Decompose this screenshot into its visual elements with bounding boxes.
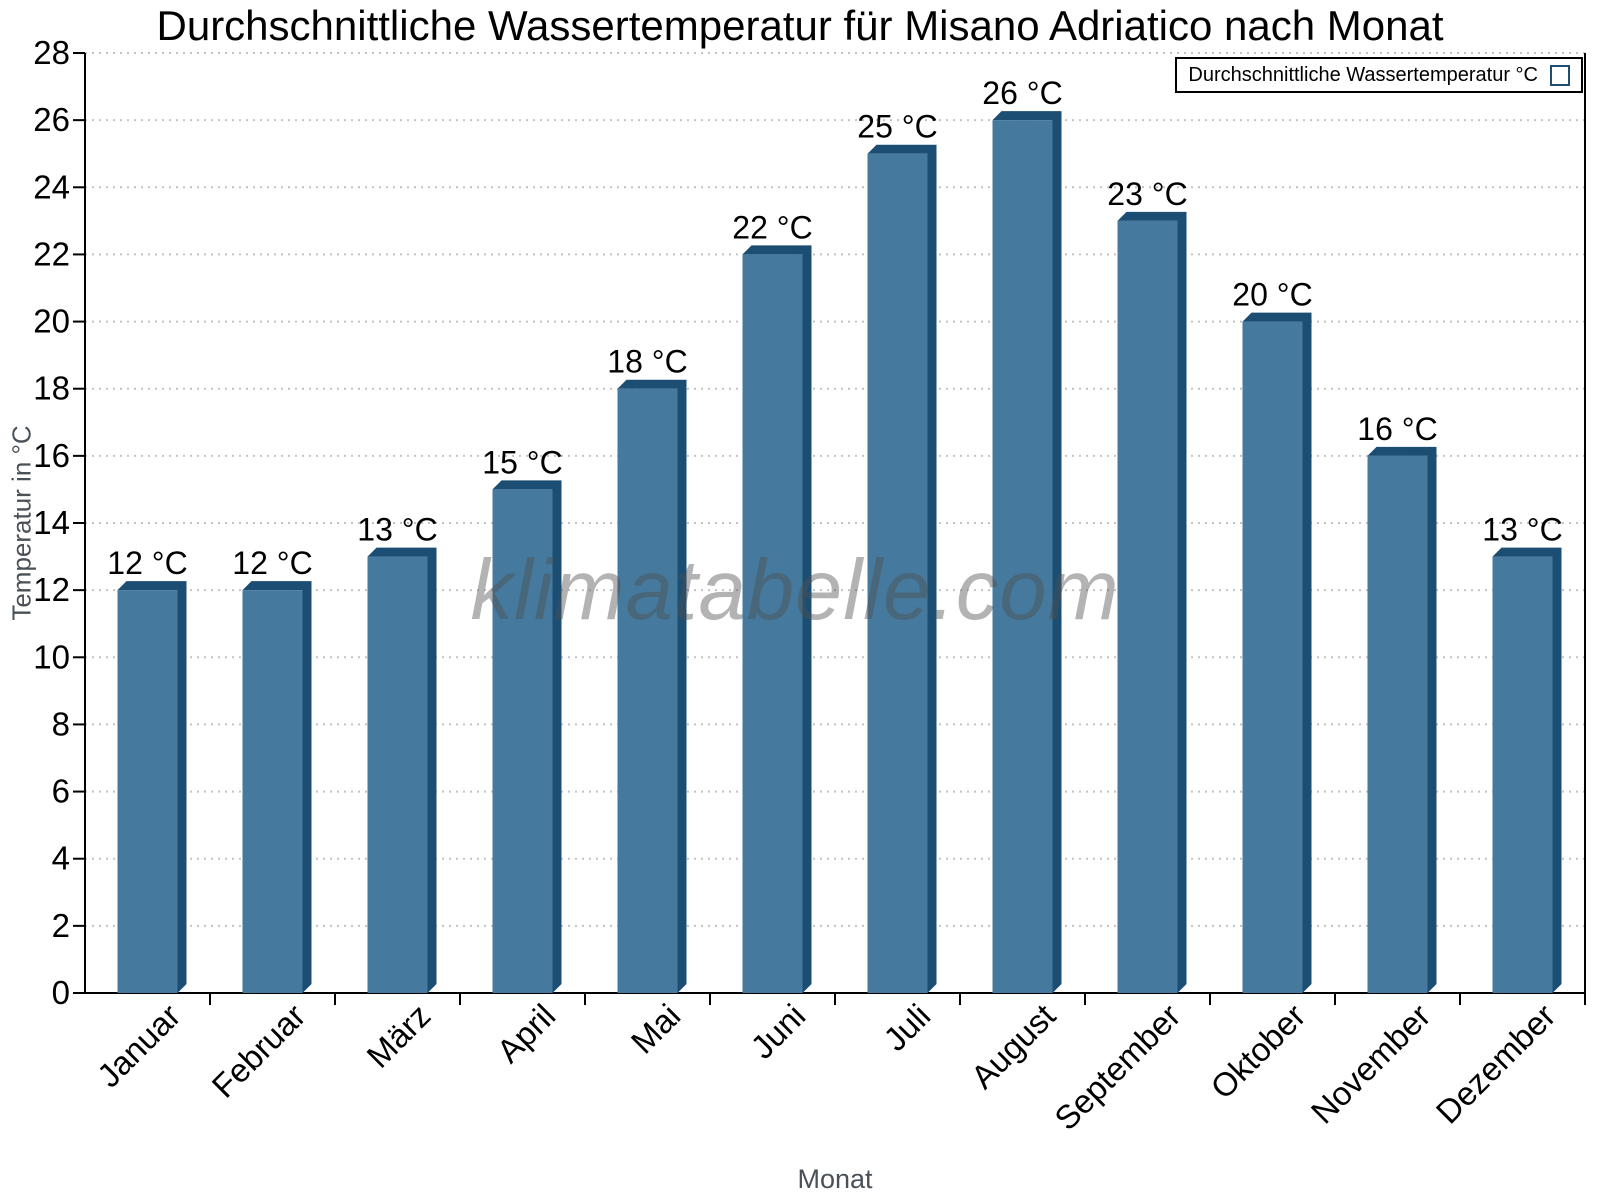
bar-value-label: 20 °C [1232,277,1312,313]
bar-shade [117,581,187,993]
bar-face [1492,556,1553,993]
x-tick-label: Juni [743,997,812,1066]
x-tick-label: Mai [624,997,688,1061]
bar-value-label: 18 °C [607,344,687,380]
x-axis-ticks [209,993,1586,1005]
legend: Durchschnittliche Wassertemperatur °C [1175,57,1583,93]
bar-Dezember [1492,547,1562,993]
bar-Januar [117,581,187,993]
bar-shade [992,111,1062,993]
bar-value-label: 25 °C [857,109,937,145]
bar-value-label: 13 °C [1482,512,1562,548]
bar-face [492,489,553,993]
x-tick-label: Januar [90,997,188,1095]
bar-shade [867,144,937,993]
bar-shade [1117,211,1187,993]
bar-face [117,590,178,993]
bar-face [1117,220,1178,993]
bar-face [742,254,803,993]
bar-value-label: 22 °C [732,209,812,245]
bar-Mai [617,379,687,993]
y-tick-label: 2 [52,907,70,944]
bar-face [867,153,928,993]
x-axis-label: Monat [797,1164,873,1194]
x-tick-label: Dezember [1429,997,1563,1131]
x-tick-label: März [359,997,437,1075]
gridlines [85,52,1585,927]
bar-value-label: 12 °C [107,545,187,581]
y-tick-label: 6 [52,773,70,810]
bar-value-label: 23 °C [1107,176,1187,212]
bar-value-label: 13 °C [357,512,437,548]
bar-shade [242,581,312,993]
y-tick-label: 24 [33,168,70,205]
y-tick-label: 14 [33,504,70,541]
y-tick-label: 28 [33,34,70,71]
bar-shade [742,245,812,993]
y-tick-label: 22 [33,235,70,272]
bar-Oktober [1242,312,1312,994]
x-tick-label: Oktober [1203,997,1312,1106]
bar-face [242,590,303,993]
bar-face [1242,321,1303,994]
bar-value-label: 12 °C [232,545,312,581]
bar-April [492,480,562,993]
bar-shade [617,379,687,993]
y-tick-label: 18 [33,370,70,407]
y-tick-label: 16 [33,437,70,474]
y-tick-label: 12 [33,571,70,608]
y-tick-label: 20 [33,303,70,340]
bar-value-label: 15 °C [482,444,562,480]
bar-face [367,556,428,993]
bar-September [1117,211,1187,993]
x-tick-label: Juli [876,997,937,1058]
y-axis-label: Temperatur in °C [6,425,37,621]
y-tick-label: 0 [52,974,70,1011]
bar-shade [1242,312,1312,994]
bar-August [992,111,1062,993]
watermark: klimatabelle.com [470,543,1120,638]
x-tick-label: April [490,997,563,1070]
bar-shade [1367,446,1437,993]
x-tick-label: Februar [205,997,313,1105]
bar-Februar [242,581,312,993]
bar-shade [367,547,437,993]
y-tick-label: 4 [52,840,70,877]
bar-value-label: 16 °C [1357,411,1437,447]
x-tick-label: September [1047,997,1187,1137]
chart-title: Durchschnittliche Wassertemperatur für M… [156,2,1444,49]
bar-shade [492,480,562,993]
bar-face [1367,455,1428,993]
legend-label: Durchschnittliche Wassertemperatur °C [1188,63,1538,86]
y-tick-label: 8 [52,705,70,742]
y-axis-ticks [73,52,85,994]
bar-shade [1492,547,1562,993]
x-tick-label: August [964,997,1063,1096]
x-tick-label: November [1304,997,1438,1131]
bar-face [992,120,1053,993]
y-tick-label: 10 [33,638,70,675]
bar-März [367,547,437,993]
y-tick-label: 26 [33,101,70,138]
bar-Juni [742,245,812,993]
bar-face [617,388,678,993]
bar-Juli [867,144,937,993]
bar-value-label: 26 °C [982,75,1062,111]
legend-swatch-icon [1550,64,1570,86]
bar-November [1367,446,1437,993]
